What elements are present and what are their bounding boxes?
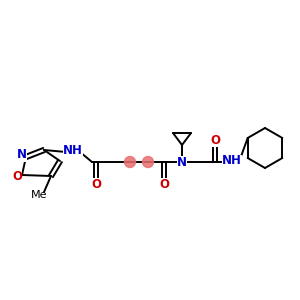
Text: N: N — [177, 155, 187, 169]
Text: O: O — [159, 178, 169, 190]
Circle shape — [124, 157, 136, 167]
Text: O: O — [91, 178, 101, 190]
Text: Me: Me — [31, 190, 47, 200]
Text: O: O — [12, 169, 22, 182]
Text: N: N — [17, 148, 27, 161]
Text: NH: NH — [63, 145, 83, 158]
Text: O: O — [210, 134, 220, 146]
Text: NH: NH — [222, 154, 242, 167]
Circle shape — [142, 157, 154, 167]
